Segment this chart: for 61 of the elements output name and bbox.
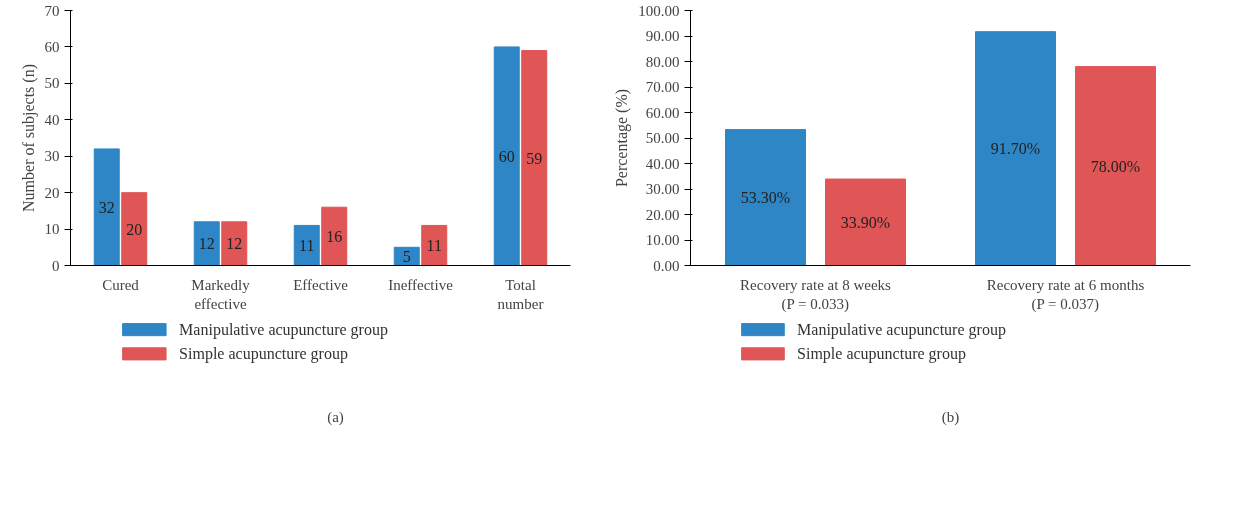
- bar: [293, 224, 320, 266]
- bar: [421, 224, 448, 266]
- x-tick-label: Total number: [497, 276, 544, 312]
- bar: [521, 50, 548, 266]
- data-label: 91.70%: [990, 140, 1041, 158]
- y-tick-label: 100.00: [638, 2, 680, 19]
- bar: [321, 206, 348, 266]
- x-tick-label: Ineffective: [388, 276, 454, 293]
- bar: [221, 221, 248, 266]
- data-label: 32: [98, 198, 115, 216]
- data-label: 5: [402, 247, 411, 265]
- x-tick-label: Cured: [102, 276, 140, 293]
- bar: [975, 31, 1056, 266]
- data-label: 11: [299, 236, 315, 254]
- data-label: 12: [198, 235, 215, 253]
- bar: [1075, 66, 1156, 266]
- data-label: 33.90%: [840, 213, 891, 231]
- y-tick-label: 20.00: [645, 206, 680, 223]
- text: (a): [327, 408, 344, 426]
- x-tick-label: Markedly effective: [191, 276, 251, 312]
- data-label: 60: [498, 147, 515, 165]
- y-tick-label: 40: [44, 111, 60, 128]
- y-tick-label: 50.00: [645, 130, 680, 146]
- y-axis-title: Number of subjects (n): [19, 64, 38, 212]
- y-tick-label: 50: [44, 75, 60, 92]
- y-tick-label: 70.00: [645, 79, 680, 95]
- data-label: 59: [526, 149, 543, 167]
- text: (b): [941, 408, 960, 426]
- data-label: 20: [126, 220, 143, 238]
- y-axis-title: Percentage (%): [613, 88, 632, 188]
- bar: [825, 178, 906, 266]
- y-tick-label: 80.00: [645, 53, 680, 70]
- y-tick-label: 0.00: [653, 257, 680, 274]
- legend-label: Simple acupuncture group: [179, 345, 348, 364]
- data-label: 53.30%: [740, 189, 791, 207]
- y-tick-label: 30.00: [645, 181, 680, 197]
- y-tick-label: 10: [44, 221, 60, 238]
- legend-label: Manipulative acupuncture group: [179, 321, 388, 340]
- data-label: 12: [226, 235, 243, 253]
- y-tick-label: 60.00: [645, 104, 680, 121]
- x-tick-label: Recovery rate at 8 weeks (P = 0.033): [740, 276, 892, 313]
- x-tick-label: Effective: [293, 276, 349, 293]
- data-label: 16: [326, 227, 343, 245]
- y-tick-label: 20: [44, 184, 60, 201]
- bar: [121, 192, 148, 266]
- bar: [493, 46, 520, 266]
- bar: [93, 148, 120, 266]
- legend-label: Simple acupuncture group: [797, 345, 966, 364]
- data-label: 78.00%: [1090, 157, 1141, 175]
- y-tick-label: 30: [44, 148, 60, 165]
- y-tick-label: 90.00: [645, 28, 680, 44]
- x-tick-label: Recovery rate at 6 months (P = 0.037): [986, 276, 1145, 313]
- bar: [725, 129, 806, 266]
- y-tick-label: 70: [44, 2, 60, 19]
- y-tick-label: 0: [52, 257, 60, 274]
- y-tick-label: 10.00: [645, 232, 680, 248]
- bar: [193, 221, 220, 266]
- y-tick-label: 60: [44, 38, 60, 55]
- legend-label: Manipulative acupuncture group: [797, 321, 1006, 340]
- data-label: 11: [426, 236, 442, 254]
- y-tick-label: 40.00: [645, 155, 680, 172]
